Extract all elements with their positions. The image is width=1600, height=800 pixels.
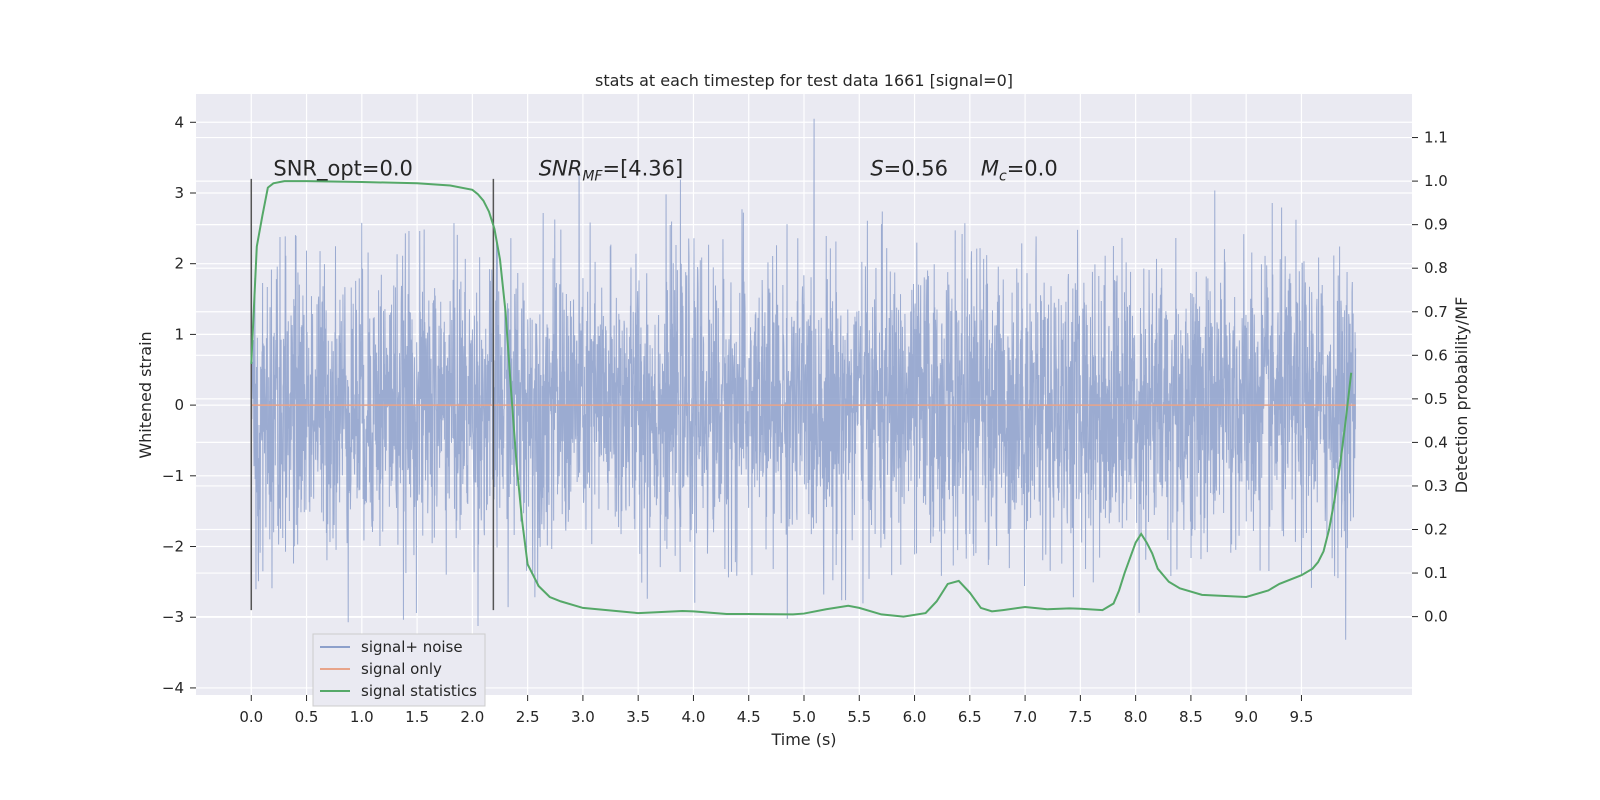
stat-annotation: SNR_opt=0.0 <box>273 156 413 181</box>
x-tick-label: 2.0 <box>460 708 484 726</box>
y-tick-label: 0 <box>174 396 184 414</box>
x-tick-label: 0.5 <box>295 708 319 726</box>
y-right-tick-label: 0.2 <box>1424 521 1448 539</box>
x-tick-label: 2.5 <box>516 708 540 726</box>
y-right-tick-label: 0.6 <box>1424 346 1448 364</box>
x-axis-label: Time (s) <box>770 730 836 749</box>
y-tick-label: −1 <box>162 467 184 485</box>
x-tick-label: 7.0 <box>1013 708 1037 726</box>
y-tick-label: −2 <box>162 538 184 556</box>
y-tick-label: 1 <box>174 325 184 343</box>
x-tick-label: 0.0 <box>239 708 263 726</box>
y-tick-label: −3 <box>162 608 184 626</box>
chart-title: stats at each timestep for test data 166… <box>595 71 1013 90</box>
y-right-tick-label: 0.1 <box>1424 564 1448 582</box>
legend: signal+ noise signal only signal statist… <box>312 633 486 707</box>
x-tick-label: 5.0 <box>792 708 816 726</box>
x-tick-label: 1.5 <box>405 708 429 726</box>
x-tick-label: 3.5 <box>626 708 650 726</box>
x-tick-label: 8.5 <box>1179 708 1203 726</box>
y-tick-label: −4 <box>162 679 184 697</box>
y-right-tick-label: 1.0 <box>1424 172 1448 190</box>
stat-annotation: Mc=0.0 <box>981 156 1058 184</box>
x-tick-label: 1.0 <box>350 708 374 726</box>
y-right-tick-label: 0.5 <box>1424 390 1448 408</box>
series-signal-plus-noise-line <box>250 118 1357 640</box>
y-right-tick-label: 1.1 <box>1424 129 1448 147</box>
y-axis-right-label: Detection probability/MF <box>1452 297 1471 494</box>
x-tick-label: 6.0 <box>903 708 927 726</box>
legend-label-stats: signal statistics <box>361 682 477 700</box>
stat-annotation: S=0.56 <box>870 156 948 180</box>
y-right-tick-label: 0.4 <box>1424 433 1448 451</box>
x-tick-label: 9.5 <box>1290 708 1314 726</box>
x-tick-label: 4.0 <box>682 708 706 726</box>
y-right-tick-label: 0.0 <box>1424 608 1448 626</box>
y-tick-label: 2 <box>174 255 184 273</box>
x-tick-label: 9.0 <box>1234 708 1258 726</box>
x-tick-label: 8.0 <box>1124 708 1148 726</box>
x-tick-label: 6.5 <box>958 708 982 726</box>
y-tick-label: 3 <box>174 184 184 202</box>
series-signal-statistics-line <box>250 180 1353 618</box>
legend-label-noise: signal+ noise <box>361 638 463 656</box>
y-tick-label: 4 <box>174 113 184 131</box>
legend-label-signal: signal only <box>361 660 442 678</box>
y-right-tick-label: 0.3 <box>1424 477 1448 495</box>
y-axis-label: Whitened strain <box>136 331 155 458</box>
stat-annotation: SNRMF=[4.36] <box>539 156 684 184</box>
y-right-tick-label: 0.8 <box>1424 259 1448 277</box>
y-right-tick-label: 0.9 <box>1424 216 1448 234</box>
x-tick-label: 3.0 <box>571 708 595 726</box>
y-right-tick-label: 0.7 <box>1424 303 1448 321</box>
x-tick-label: 4.5 <box>737 708 761 726</box>
x-tick-label: 5.5 <box>847 708 871 726</box>
x-tick-label: 7.5 <box>1068 708 1092 726</box>
